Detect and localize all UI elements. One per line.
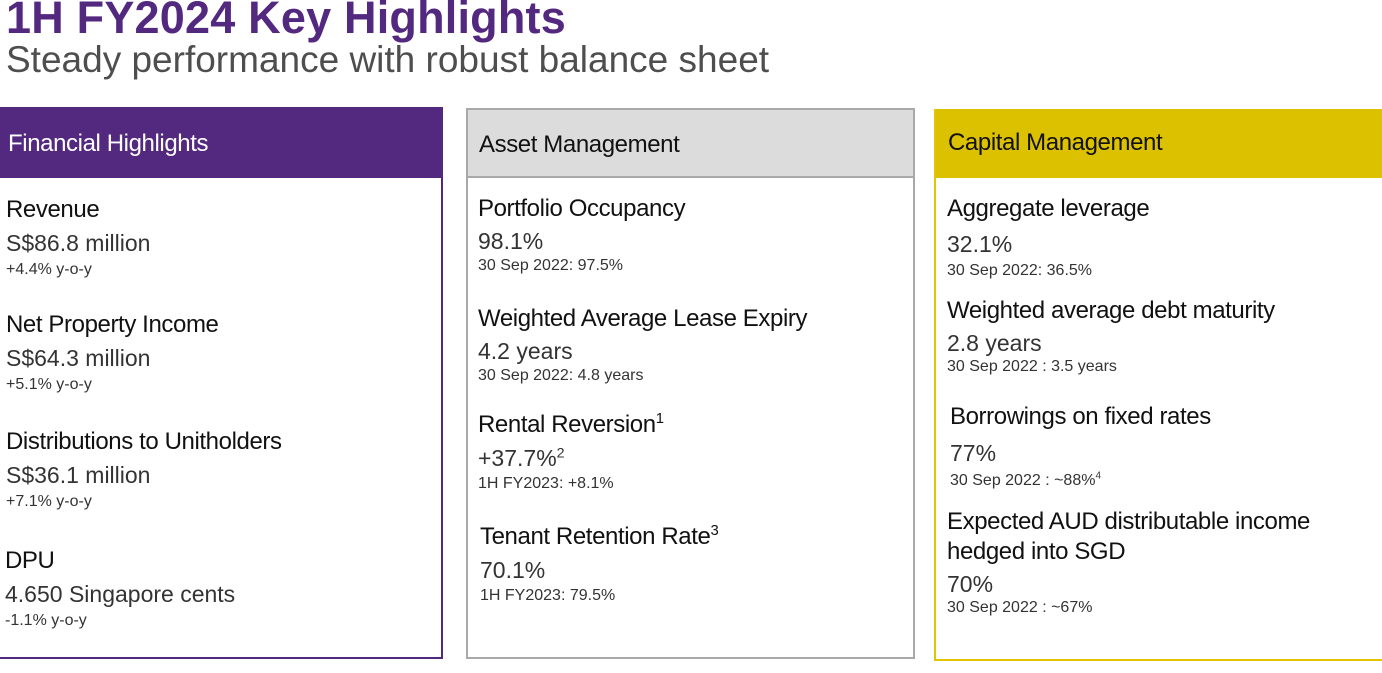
page-title: 1H FY2024 Key Highlights [6,0,566,43]
fixed-rate-borrowings-prior: 30 Sep 2022 : ~88%4 [950,470,1211,492]
rental-reversion-value-text: +37.7% [478,445,557,471]
fixed-rate-borrowings-prior-text: 30 Sep 2022 : ~88% [950,472,1096,489]
portfolio-occupancy-prior: 30 Sep 2022: 97.5% [478,257,624,274]
rental-reversion-footnote-marker: 1 [655,411,664,427]
tenant-retention-footnote-marker: 3 [710,523,719,539]
tenant-retention-block: Tenant Retention Rate3 70.1% 1H FY2023: … [480,522,719,607]
capital-management-header: Capital Management [936,109,1382,178]
rental-reversion-value-footnote-marker: 2 [556,445,565,462]
asset-management-panel: Asset Management Portfolio Occupancy 98.… [466,108,915,659]
rental-reversion-block: Rental Reversion1 +37.7%2 1H FY2023: +8.… [478,410,664,495]
dpu-change: -1.1% y-o-y [5,612,87,629]
tenant-retention-value: 70.1% [480,557,546,583]
distributions-change: +7.1% y-o-y [6,493,92,510]
hedged-income-prior: 30 Sep 2022 : ~67% [947,599,1093,616]
rental-reversion-label-text: Rental Reversion [478,411,656,438]
dpu-label: DPU [5,547,55,574]
fixed-rate-borrowings-block: Borrowings on fixed rates 77% 30 Sep 202… [950,402,1211,492]
dpu-value: 4.650 Singapore cents [5,581,236,607]
rental-reversion-label: Rental Reversion1 [478,410,664,440]
portfolio-occupancy-block: Portfolio Occupancy 98.1% 30 Sep 2022: 9… [478,194,686,277]
hedged-income-block: Expected AUD distributable income hedged… [947,507,1310,619]
fixed-rate-footnote-marker: 4 [1095,470,1101,482]
fixed-rate-borrowings-value: 77% [950,440,997,466]
debt-maturity-prior: 30 Sep 2022 : 3.5 years [947,358,1117,375]
tenant-retention-label: Tenant Retention Rate3 [480,522,719,552]
hedged-income-label-line1: Expected AUD distributable income [947,508,1310,535]
debt-maturity-value: 2.8 years [947,330,1042,356]
revenue-value: S$86.8 million [6,230,151,256]
financial-highlights-header: Financial Highlights [0,109,441,178]
wale-prior: 30 Sep 2022: 4.8 years [478,367,644,384]
aggregate-leverage-label: Aggregate leverage [947,195,1150,222]
tenant-retention-prior: 1H FY2023: 79.5% [480,587,616,604]
aggregate-leverage-prior: 30 Sep 2022: 36.5% [947,262,1093,279]
revenue-change: +4.4% y-o-y [6,261,92,278]
debt-maturity-label: Weighted average debt maturity [947,297,1275,324]
distributions-label: Distributions to Unitholders [6,428,282,455]
rental-reversion-value: +37.7%2 [478,444,664,472]
portfolio-occupancy-value: 98.1% [478,228,544,254]
net-property-income-value: S$64.3 million [6,345,151,371]
tenant-retention-label-text: Tenant Retention Rate [480,523,711,550]
hedged-income-value: 70% [947,571,994,597]
wale-block: Weighted Average Lease Expiry 4.2 years … [478,304,807,387]
net-property-income-block: Net Property Income S$64.3 million +5.1%… [6,310,219,396]
asset-management-header: Asset Management [468,110,913,178]
financial-highlights-panel: Financial Highlights Revenue S$86.8 mill… [0,107,443,659]
distributions-block: Distributions to Unitholders S$36.1 mill… [6,427,282,513]
portfolio-occupancy-label: Portfolio Occupancy [478,195,686,222]
aggregate-leverage-value: 32.1% [947,231,1013,257]
revenue-label: Revenue [6,196,100,223]
net-property-income-label: Net Property Income [6,311,219,338]
capital-management-panel: Capital Management Aggregate leverage 32… [934,109,1382,661]
debt-maturity-block: Weighted average debt maturity 2.8 years… [947,296,1275,378]
rental-reversion-prior: 1H FY2023: +8.1% [478,475,614,492]
revenue-block: Revenue S$86.8 million +4.4% y-o-y [6,195,150,281]
wale-label: Weighted Average Lease Expiry [478,305,808,332]
hedged-income-label-line2: hedged into SGD [947,538,1126,565]
wale-value: 4.2 years [478,338,573,364]
aggregate-leverage-block: Aggregate leverage 32.1% 30 Sep 2022: 36… [947,194,1150,282]
distributions-value: S$36.1 million [6,462,151,488]
dpu-block: DPU 4.650 Singapore cents -1.1% y-o-y [5,546,235,632]
fixed-rate-borrowings-label: Borrowings on fixed rates [950,403,1211,430]
net-property-income-change: +5.1% y-o-y [6,376,92,393]
page-subtitle: Steady performance with robust balance s… [6,39,770,80]
